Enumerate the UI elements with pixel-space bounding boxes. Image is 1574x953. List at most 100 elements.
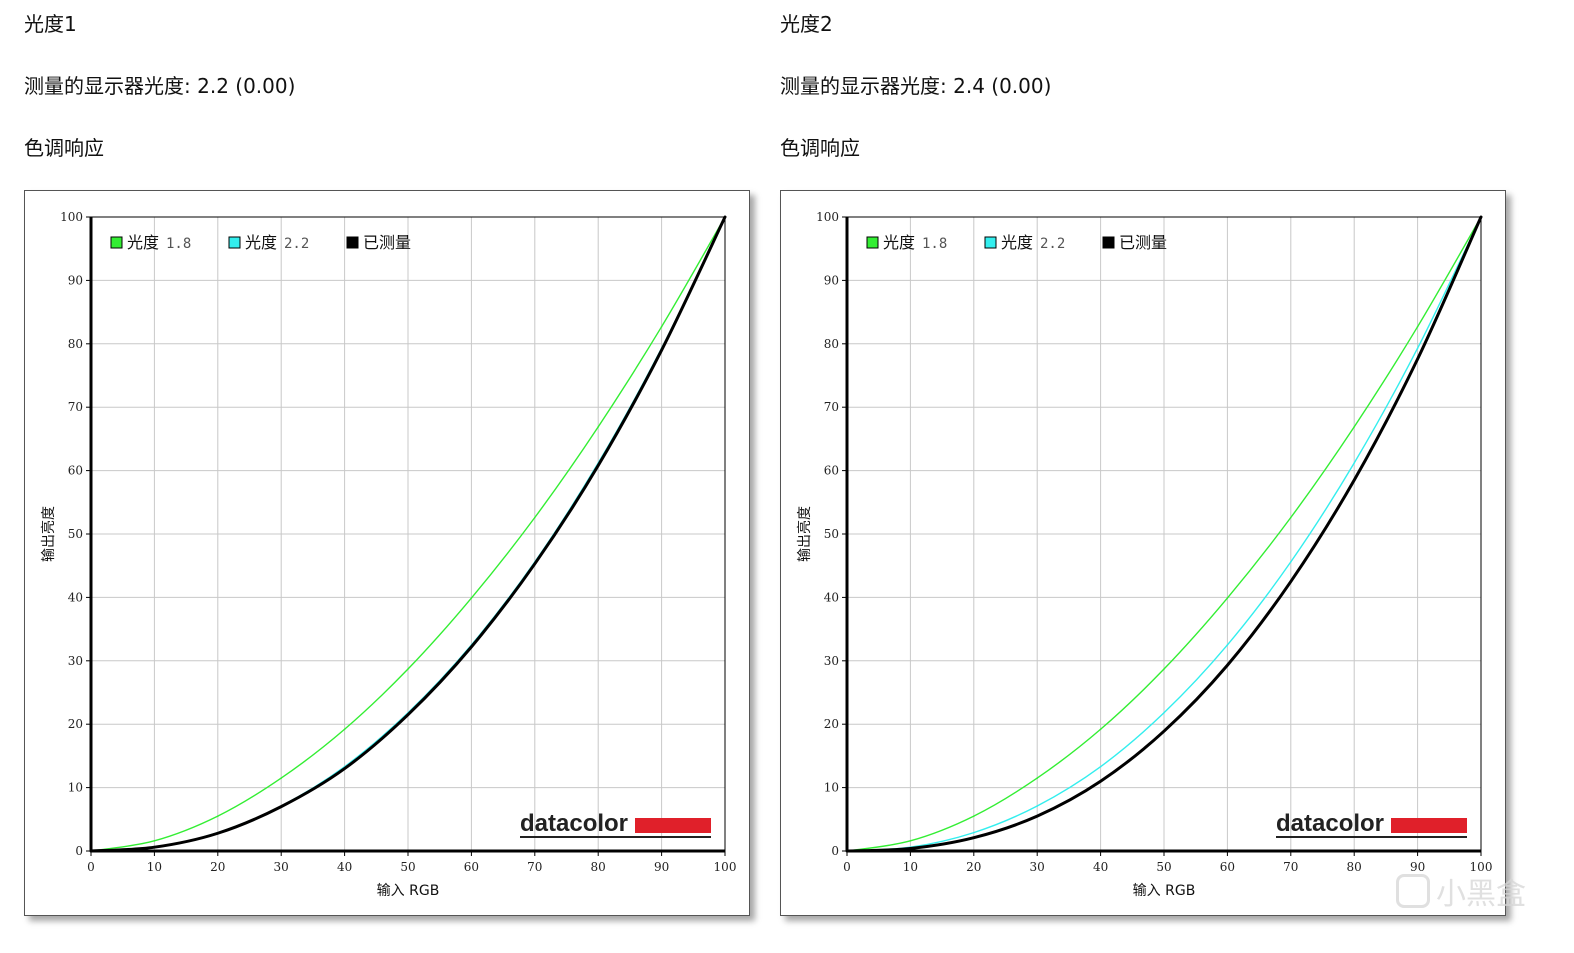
gamma-panel-1: 光度1 测量的显示器光度: 2.2 (0.00) 色调响应 0 10 20 30 40 5… <box>24 0 784 953</box>
watermark: 小黑盒 <box>1396 869 1526 913</box>
x-tick-label: 40 <box>1093 860 1108 874</box>
x-tick-label: 10 <box>147 860 162 874</box>
y-tick-label: 20 <box>824 717 839 731</box>
y-tick-label: 0 <box>75 844 83 858</box>
datacolor-logo: datacolor <box>1276 810 1467 838</box>
x-tick-label: 60 <box>1220 860 1235 874</box>
data-point-measured <box>153 846 156 848</box>
data-point-gamma-1-8 <box>407 668 409 670</box>
series-line-gamma-1-8 <box>90 216 726 852</box>
y-tick-label: 80 <box>824 337 839 351</box>
legend-swatch-gamma-1-8 <box>866 236 879 249</box>
datacolor-red-bar <box>635 818 711 833</box>
data-point-gamma-1-8 <box>534 516 536 519</box>
data-point-gamma-2-2 <box>1416 347 1419 350</box>
x-tick-label: 20 <box>966 860 981 874</box>
data-point-measured <box>407 713 409 716</box>
x-tick-label: 0 <box>843 860 851 874</box>
measured-gamma-row: 测量的显示器光度: 2.2 (0.00) <box>24 70 295 99</box>
y-tick-label: 10 <box>824 781 839 795</box>
tone-response-heading: 色调响应 <box>24 136 104 160</box>
x-tick-label: 90 <box>1410 860 1425 874</box>
x-tick-label: 40 <box>337 860 352 874</box>
tone-response-heading: 色调响应 <box>780 136 860 160</box>
data-point-gamma-1-8 <box>1226 597 1229 599</box>
data-point-gamma-1-8 <box>1416 325 1419 328</box>
data-point-measured <box>280 805 282 808</box>
data-point-gamma-2-2 <box>1099 765 1102 768</box>
legend-swatch-gamma-2-2 <box>228 236 241 249</box>
measured-gamma-value: 2.4 (0.00) <box>953 74 1052 98</box>
grid <box>846 216 1482 852</box>
legend-swatch-measured <box>1102 236 1115 249</box>
x-tick-label: 80 <box>591 860 606 874</box>
y-tick-label: 100 <box>816 210 839 224</box>
measured-gamma-value: 2.2 (0.00) <box>197 74 296 98</box>
y-tick-label: 50 <box>68 527 83 541</box>
x-tick-label: 100 <box>714 860 737 874</box>
legend-value-gamma-2-2: 2.2 <box>1040 236 1065 252</box>
x-tick-label: 0 <box>87 860 95 874</box>
x-tick-label: 30 <box>274 860 289 874</box>
data-point-gamma-1-8 <box>1353 426 1355 428</box>
data-point-measured <box>217 832 219 835</box>
y-tick-label: 20 <box>68 717 83 731</box>
gamma-panel-2: 光度2 测量的显示器光度: 2.4 (0.00) 色调响应 0 10 20 30 40 5… <box>780 0 1540 953</box>
legend: 光度 1.8 光度 2.2 已测量 <box>110 233 411 252</box>
y-tick-label: 40 <box>68 590 83 604</box>
legend-label-gamma-2-2: 光度 <box>245 233 277 252</box>
tone-response-chart-frame: 0 10 20 30 40 50 60 70 80 90 100 0 10 20 30 40 50 60 70 80 9… <box>24 190 750 916</box>
y-tick-label: 30 <box>68 654 83 668</box>
watermark-text: 小黑盒 <box>1436 877 1526 912</box>
legend-label-gamma-1-8: 光度 <box>883 233 915 252</box>
y-tick-label: 100 <box>60 210 83 224</box>
panel-title: 光度1 <box>24 12 77 36</box>
data-point-measured <box>1163 730 1165 732</box>
tone-response-chart: 0 10 20 30 40 50 60 70 80 90 100 0 10 20 30 40 50 60 70 80 9… <box>40 210 737 899</box>
data-point-gamma-1-8 <box>909 840 912 842</box>
x-tick-label: 20 <box>210 860 225 874</box>
data-point-gamma-1-8 <box>1036 777 1038 779</box>
datacolor-red-bar <box>1391 818 1467 833</box>
measured-gamma-row: 测量的显示器光度: 2.4 (0.00) <box>780 70 1051 99</box>
y-tick-label: 80 <box>68 337 83 351</box>
panel-title: 光度2 <box>780 12 833 36</box>
x-tick-label: 10 <box>903 860 918 874</box>
tone-response-chart: 0 10 20 30 40 50 60 70 80 90 100 0 10 20 30 40 50 60 70 80 9… <box>796 210 1493 899</box>
data-point-measured <box>470 646 473 648</box>
legend-value-gamma-1-8: 1.8 <box>922 236 947 252</box>
data-point-measured <box>597 464 599 467</box>
x-tick-label: 70 <box>527 860 542 874</box>
data-point-gamma-1-8 <box>1290 516 1292 519</box>
data-point-gamma-1-8 <box>1099 728 1102 731</box>
box-logo-icon <box>1396 874 1430 908</box>
x-tick-label: 50 <box>1156 860 1171 874</box>
grid <box>90 216 726 852</box>
y-tick-label: 50 <box>824 527 839 541</box>
measured-gamma-label: 测量的显示器光度: <box>780 74 947 98</box>
x-tick-label: 80 <box>1347 860 1362 874</box>
y-tick-label: 30 <box>824 654 839 668</box>
legend-label-gamma-2-2: 光度 <box>1001 233 1033 252</box>
data-point-gamma-2-2 <box>1290 561 1292 563</box>
data-point-gamma-1-8 <box>153 840 156 842</box>
x-tick-label: 100 <box>1470 860 1493 874</box>
data-point-gamma-2-2 <box>1163 711 1165 714</box>
data-point-measured <box>1226 664 1229 667</box>
legend-value-gamma-2-2: 2.2 <box>284 236 309 252</box>
series-line-gamma-1-8 <box>846 216 1482 852</box>
data-point-measured <box>534 562 536 565</box>
x-tick-label: 60 <box>464 860 479 874</box>
x-axis-label: 输入 RGB <box>377 883 440 899</box>
data-point-gamma-1-8 <box>973 815 975 817</box>
data-point-measured <box>1353 479 1355 481</box>
y-tick-label: 90 <box>68 273 83 287</box>
legend: 光度 1.8 光度 2.2 已测量 <box>866 233 1167 252</box>
y-tick-label: 40 <box>824 590 839 604</box>
legend-swatch-measured <box>346 236 359 249</box>
data-point-gamma-1-8 <box>343 728 346 731</box>
legend-label-measured: 已测量 <box>363 233 411 252</box>
data-point-gamma-1-8 <box>597 426 599 428</box>
data-point-measured <box>846 850 848 852</box>
data-point-gamma-2-2 <box>1036 805 1038 807</box>
